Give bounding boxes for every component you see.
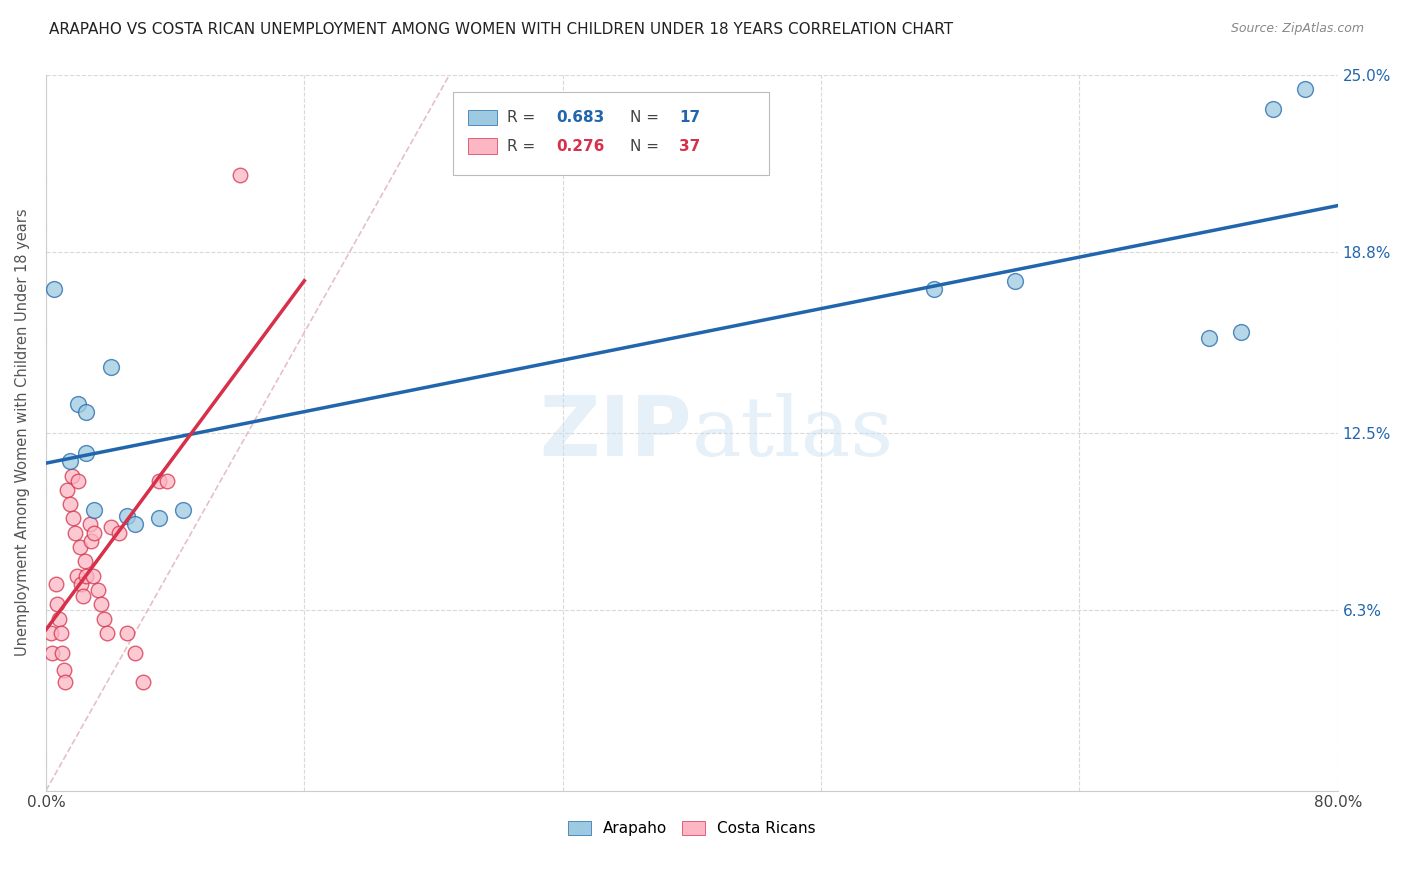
Point [52,663,75,677]
Point [1230,326,1253,340]
Text: Source: ZipAtlas.com: Source: ZipAtlas.com [1230,22,1364,36]
Text: 37: 37 [679,138,700,153]
Legend: Arapaho, Costa Ricans: Arapaho, Costa Ricans [560,814,824,844]
Point [59,497,82,511]
Point [41,646,63,660]
Point [56,483,79,497]
Point [63,525,86,540]
Point [75,445,97,459]
Point [66,568,89,582]
Point [60,468,83,483]
Point [148,475,170,489]
Point [156,475,179,489]
Point [1294,82,1316,96]
Point [75,405,97,419]
Text: N =: N = [630,138,664,153]
Point [1004,274,1026,288]
Point [124,646,146,660]
Point [67,475,90,489]
Point [86,583,108,598]
Point [46,598,69,612]
Point [62,511,84,525]
Point [72,589,94,603]
Point [96,626,118,640]
Bar [468,110,496,126]
Bar [468,138,496,154]
Point [49,626,72,640]
Point [67,397,90,411]
Point [69,540,91,554]
Point [83,525,105,540]
Point [59,454,82,468]
Point [79,517,101,532]
Point [107,525,129,540]
Text: 17: 17 [679,110,700,125]
Point [132,674,155,689]
Point [70,577,93,591]
Point [100,359,122,374]
Text: R =: R = [508,138,540,153]
Point [90,598,112,612]
Point [148,511,170,525]
Text: ZIP: ZIP [540,392,692,473]
Point [229,168,252,182]
Point [80,534,103,549]
Point [45,577,67,591]
Point [1263,102,1285,116]
Point [922,282,945,296]
Text: 0.683: 0.683 [557,110,605,125]
Point [172,503,194,517]
Point [115,626,138,640]
Point [100,520,122,534]
Point [48,612,70,626]
Text: ARAPAHO VS COSTA RICAN UNEMPLOYMENT AMONG WOMEN WITH CHILDREN UNDER 18 YEARS COR: ARAPAHO VS COSTA RICAN UNEMPLOYMENT AMON… [49,22,953,37]
Point [39,626,62,640]
Point [124,517,146,532]
Point [83,503,105,517]
Point [93,612,115,626]
Y-axis label: Unemployment Among Women with Children Under 18 years: Unemployment Among Women with Children U… [15,209,30,657]
Point [1198,331,1220,345]
Point [75,568,97,582]
Bar [453,93,769,175]
Text: R =: R = [508,110,540,125]
Point [82,568,104,582]
Point [42,282,65,296]
Point [53,674,76,689]
Text: N =: N = [630,110,664,125]
Text: 0.276: 0.276 [557,138,605,153]
Text: atlas: atlas [692,392,894,473]
Point [115,508,138,523]
Point [73,554,96,568]
Point [51,646,73,660]
